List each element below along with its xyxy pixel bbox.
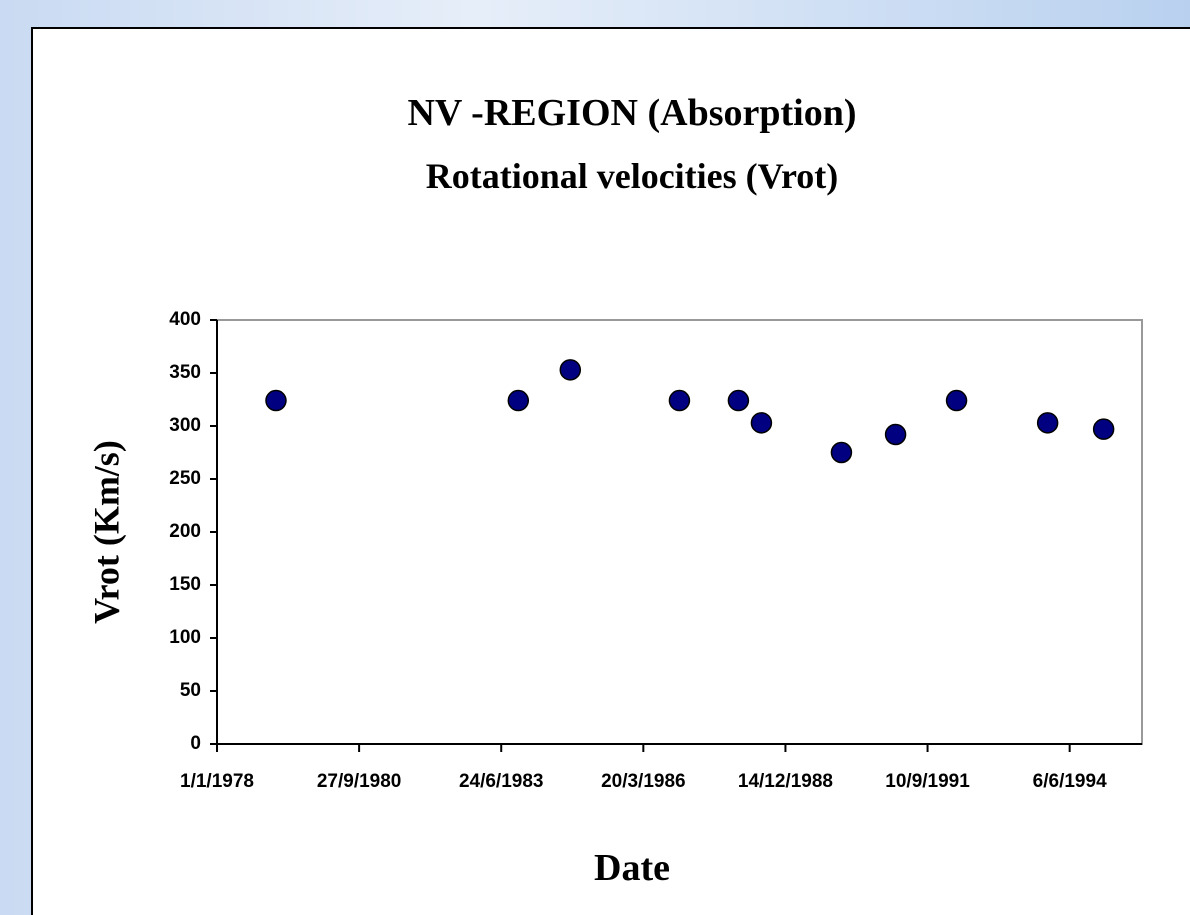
point [945, 389, 968, 412]
point [750, 412, 773, 434]
chart-title: NV -REGION (Absorption) [407, 92, 856, 134]
y-tick-label: 100 [169, 627, 201, 648]
chart-panel [31, 27, 1190, 915]
y-tick-label: 50 [180, 680, 201, 701]
y-tick-label: 250 [169, 468, 201, 489]
point [507, 389, 530, 412]
y-tick-label: 350 [169, 362, 201, 383]
y-tick-label: 0 [190, 733, 201, 754]
y-tick-label: 150 [169, 574, 201, 595]
point [884, 423, 907, 446]
x-tick-label: 10/9/1991 [885, 771, 970, 792]
point [668, 389, 691, 412]
x-tick-label: 14/12/1988 [738, 771, 833, 792]
point [1092, 418, 1115, 440]
point [1036, 412, 1059, 434]
y-tick-label: 300 [169, 415, 201, 436]
y-tick-label: 400 [169, 309, 201, 330]
x-tick-label: 6/6/1994 [1033, 771, 1107, 792]
x-tick-label: 1/1/1978 [180, 771, 254, 792]
x-tick-label: 24/6/1983 [459, 771, 544, 792]
point [830, 441, 853, 464]
y-tick-label: 200 [169, 521, 201, 542]
chart-subtitle: Rotational velocities (Vrot) [426, 156, 839, 196]
point [265, 389, 287, 412]
point [727, 389, 750, 412]
x-tick-label: 27/9/1980 [317, 771, 402, 792]
point [559, 359, 582, 381]
y-axis-label: Vrot (Km/s) [86, 440, 126, 624]
x-tick-label: 20/3/1986 [601, 771, 686, 792]
x-axis-label: Date [594, 847, 670, 889]
